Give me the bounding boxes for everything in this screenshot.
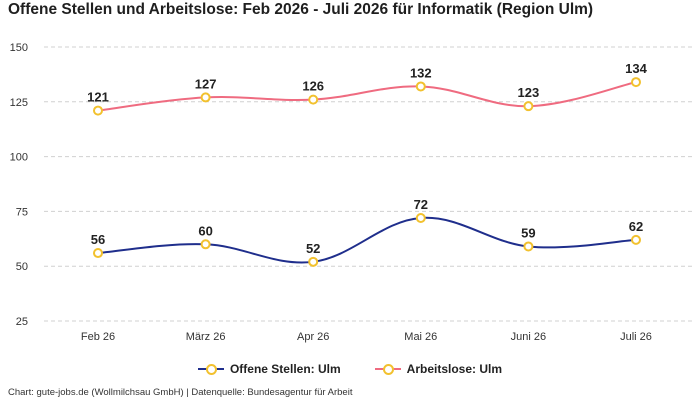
- data-point-offene-stellen: [308, 256, 319, 267]
- x-tick-label: Juli 26: [620, 331, 652, 343]
- data-point-offene-stellen: [200, 239, 211, 250]
- legend-swatch-offene-stellen: [197, 363, 224, 375]
- x-tick-label: Mai 26: [404, 331, 437, 343]
- legend-item-arbeitslose[interactable]: Arbeitslose: Ulm: [374, 362, 503, 376]
- data-label-offene-stellen: 60: [198, 223, 212, 238]
- data-label-offene-stellen: 62: [629, 219, 643, 234]
- data-label-arbeitslose: 121: [87, 90, 109, 105]
- legend-item-offene-stellen[interactable]: Offene Stellen: Ulm: [197, 362, 341, 376]
- y-tick-label: 75: [16, 206, 28, 218]
- legend: Offene Stellen: Ulm Arbeitslose: Ulm: [0, 362, 700, 376]
- data-label-offene-stellen: 56: [91, 232, 105, 247]
- data-label-arbeitslose: 134: [625, 61, 647, 76]
- data-point-arbeitslose: [523, 101, 534, 112]
- legend-swatch-arbeitslose: [374, 363, 401, 375]
- x-tick-label: März 26: [186, 331, 226, 343]
- data-label-arbeitslose: 132: [410, 65, 432, 80]
- legend-label-offene-stellen: Offene Stellen: Ulm: [229, 362, 341, 376]
- x-tick-label: Juni 26: [511, 331, 546, 343]
- data-point-arbeitslose: [93, 105, 103, 116]
- data-point-arbeitslose: [415, 81, 426, 92]
- data-point-arbeitslose: [308, 94, 319, 105]
- y-tick-label: 50: [16, 261, 28, 273]
- legend-label-arbeitslose: Arbeitslose: Ulm: [406, 362, 503, 376]
- source-note: Chart: gute-jobs.de (Wollmilchsau GmbH) …: [8, 387, 353, 398]
- y-tick-label: 100: [10, 152, 28, 164]
- data-point-arbeitslose: [631, 77, 641, 88]
- data-point-arbeitslose: [200, 92, 211, 103]
- data-label-arbeitslose: 127: [195, 76, 217, 91]
- data-point-offene-stellen: [415, 212, 426, 223]
- data-label-offene-stellen: 52: [306, 241, 320, 256]
- x-tick-label: Feb 26: [81, 331, 115, 343]
- data-point-offene-stellen: [523, 241, 534, 252]
- chart-title: Offene Stellen und Arbeitslose: Feb 2026…: [8, 1, 594, 18]
- data-label-arbeitslose: 126: [302, 79, 324, 94]
- data-point-offene-stellen: [631, 234, 641, 245]
- y-tick-label: 125: [10, 97, 28, 109]
- y-tick-label: 25: [16, 316, 28, 328]
- series-line-offene-stellen: [97, 216, 637, 264]
- y-tick-label: 150: [10, 42, 28, 54]
- data-label-arbeitslose: 123: [518, 85, 540, 100]
- x-tick-label: Apr 26: [297, 331, 329, 343]
- data-label-offene-stellen: 59: [521, 225, 535, 240]
- series-line-arbeitslose: [97, 81, 637, 112]
- data-label-offene-stellen: 72: [414, 197, 428, 212]
- data-point-offene-stellen: [93, 248, 103, 259]
